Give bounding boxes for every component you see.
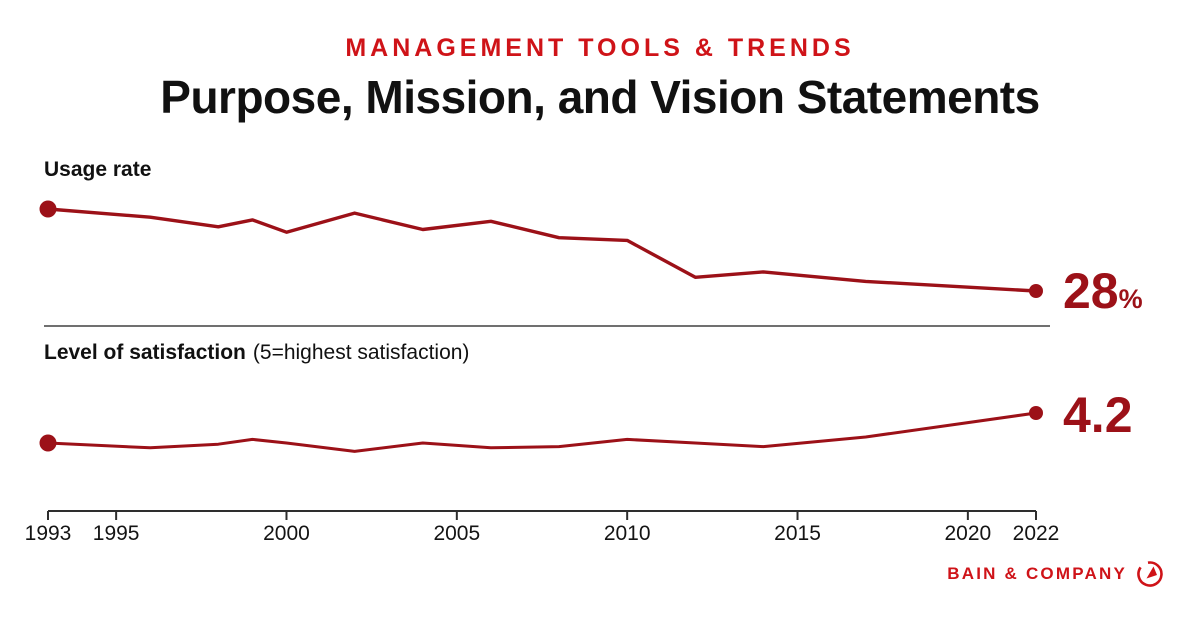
usage-end-number: 28: [1063, 263, 1119, 319]
page-title: Purpose, Mission, and Vision Statements: [160, 71, 1040, 123]
usage-end-dot: [1029, 284, 1043, 298]
brand-lockup: BAIN & COMPANY: [947, 560, 1164, 588]
satisfaction-start-dot: [39, 434, 57, 452]
usage-line: [46, 207, 1038, 293]
bain-logo-icon: [1137, 561, 1163, 587]
satisfaction-line: [46, 411, 1038, 453]
x-axis-tick-label: 2010: [603, 522, 651, 545]
x-axis-ticks: [47, 511, 1037, 520]
usage-end-unit: %: [1118, 284, 1143, 314]
logo-needle: [1146, 566, 1157, 579]
x-axis-tick-label: 1993: [24, 522, 72, 545]
logo-ring: [1137, 561, 1163, 587]
x-axis-tick-label: 2015: [774, 522, 821, 545]
x-axis-tick-label: 1995: [92, 522, 140, 545]
usage-start-dot: [39, 200, 57, 218]
satisfaction-chart-label: Level of satisfaction (5=highest satisfac…: [44, 341, 469, 365]
usage-chart-label: Usage rate: [44, 158, 152, 181]
satisfaction-label-text: Level of satisfaction: [44, 341, 246, 364]
x-axis-tick-label: 2022: [1012, 522, 1060, 545]
satisfaction-scale-note: (5=highest satisfaction): [252, 341, 470, 364]
satisfaction-end-dot: [1029, 406, 1043, 420]
x-axis-tick-label: 2020: [944, 522, 992, 545]
x-axis-tick-label: 2000: [263, 522, 310, 545]
brand-wordmark: BAIN & COMPANY: [947, 564, 1127, 583]
usage-end-value: 28%: [1063, 266, 1143, 316]
satisfaction-end-value: 4.2: [1063, 387, 1133, 443]
eyebrow-title: MANAGEMENT TOOLS & TRENDS: [345, 34, 855, 62]
x-axis-tick-label: 2005: [433, 522, 481, 545]
